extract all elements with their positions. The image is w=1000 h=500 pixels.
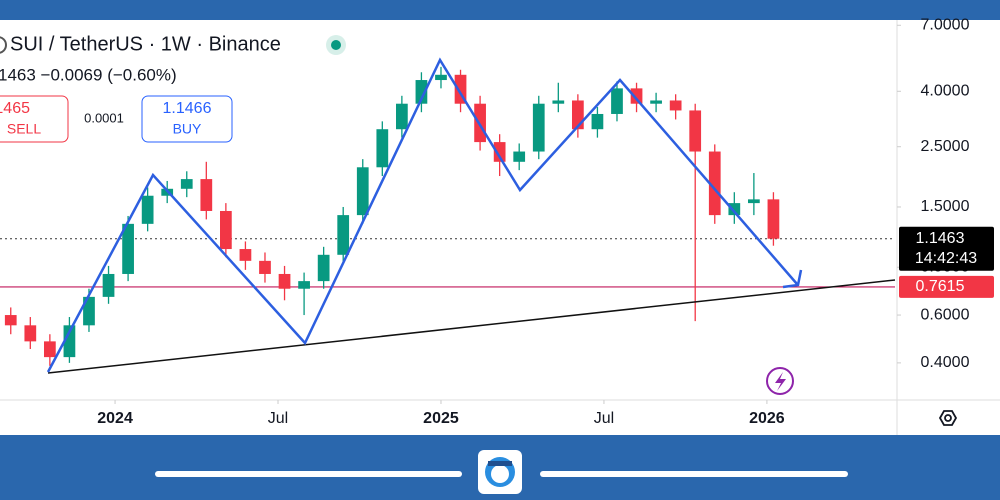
candle-body	[689, 110, 702, 152]
x-tick-label: 2026	[749, 410, 785, 427]
buy-button[interactable]	[141, 95, 233, 143]
candle-body	[337, 215, 350, 255]
candle-body	[317, 254, 330, 282]
alert-label: 0.7615	[916, 278, 965, 295]
candle-body	[200, 179, 213, 211]
candle-body	[396, 103, 408, 130]
candle-body	[630, 88, 643, 104]
alert-label-box	[899, 275, 994, 298]
candle-body	[513, 151, 526, 162]
y-tick-label: 0.6000	[921, 306, 970, 323]
settings-icon[interactable]	[938, 410, 958, 426]
candle-body	[552, 100, 565, 104]
candle-body	[278, 273, 291, 289]
candle-body	[180, 179, 193, 189]
nav-pill	[155, 471, 462, 477]
buy-label: BUY	[173, 121, 202, 137]
y-tick-label: 1.5000	[921, 198, 970, 215]
sell-price: .1465	[0, 100, 30, 117]
candle-body	[102, 273, 115, 297]
candle-body	[572, 100, 584, 130]
app-icon-band	[488, 461, 512, 466]
candle-body	[298, 281, 310, 289]
candle-body	[220, 210, 232, 250]
x-tick-label: Jul	[268, 410, 288, 427]
y-tick-label: 0.4000	[921, 354, 970, 371]
x-tick-label: Jul	[594, 410, 614, 427]
candle-body	[650, 100, 662, 104]
candle-body	[141, 195, 154, 224]
y-tick-label: 2.5000	[921, 138, 970, 155]
lightning-icon[interactable]	[766, 367, 794, 395]
x-tick-label: 2025	[423, 410, 459, 427]
plot	[0, 66, 895, 366]
sell-button[interactable]	[0, 95, 69, 143]
nav-pill	[540, 471, 848, 477]
candle-body	[83, 296, 95, 326]
candle-body	[454, 74, 467, 104]
candle-body	[493, 142, 506, 162]
settings-icon-dot	[944, 414, 952, 422]
candle-body	[748, 199, 760, 204]
chart-title: SUI / TetherUS · 1W · Binance	[10, 33, 281, 55]
support-line	[47, 279, 896, 374]
price-label: 1.1463	[916, 230, 965, 247]
candle-body	[415, 80, 428, 104]
candle-body	[4, 315, 17, 326]
candle-body	[728, 203, 741, 216]
countdown: 14:42:43	[915, 250, 977, 267]
candle-body	[708, 151, 721, 216]
candle-body	[591, 113, 604, 130]
app-icon-core	[491, 465, 509, 483]
y-tick-label: 7.0000	[921, 16, 970, 33]
spread: 0.0001	[84, 110, 124, 125]
top-bar	[0, 0, 1000, 20]
candle-body	[44, 341, 56, 358]
trend-drawing	[46, 57, 798, 373]
candle-body	[122, 223, 134, 274]
candle-body	[767, 199, 780, 239]
quote: 1463 −0.0069 (−0.60%)	[0, 65, 177, 84]
x-tick-label: 2024	[97, 410, 133, 427]
candle-body	[239, 249, 252, 261]
candle-body	[259, 260, 271, 274]
candle-body	[669, 100, 682, 111]
candle-body	[24, 325, 37, 342]
arrow-head	[782, 269, 803, 289]
status-dot	[331, 40, 341, 50]
candle-body	[611, 88, 623, 114]
sell-label: SELL	[7, 121, 41, 137]
price-label-box	[899, 226, 994, 271]
candle-body	[356, 167, 369, 216]
lightning-glyph	[775, 372, 786, 391]
symbol-icon	[0, 36, 7, 54]
candle-body	[63, 325, 76, 358]
candle-body	[376, 129, 389, 168]
candle-body	[435, 74, 447, 81]
y-tick-label: 4.0000	[921, 82, 970, 99]
candle-body	[532, 103, 545, 152]
buy-price: 1.1466	[163, 100, 212, 117]
